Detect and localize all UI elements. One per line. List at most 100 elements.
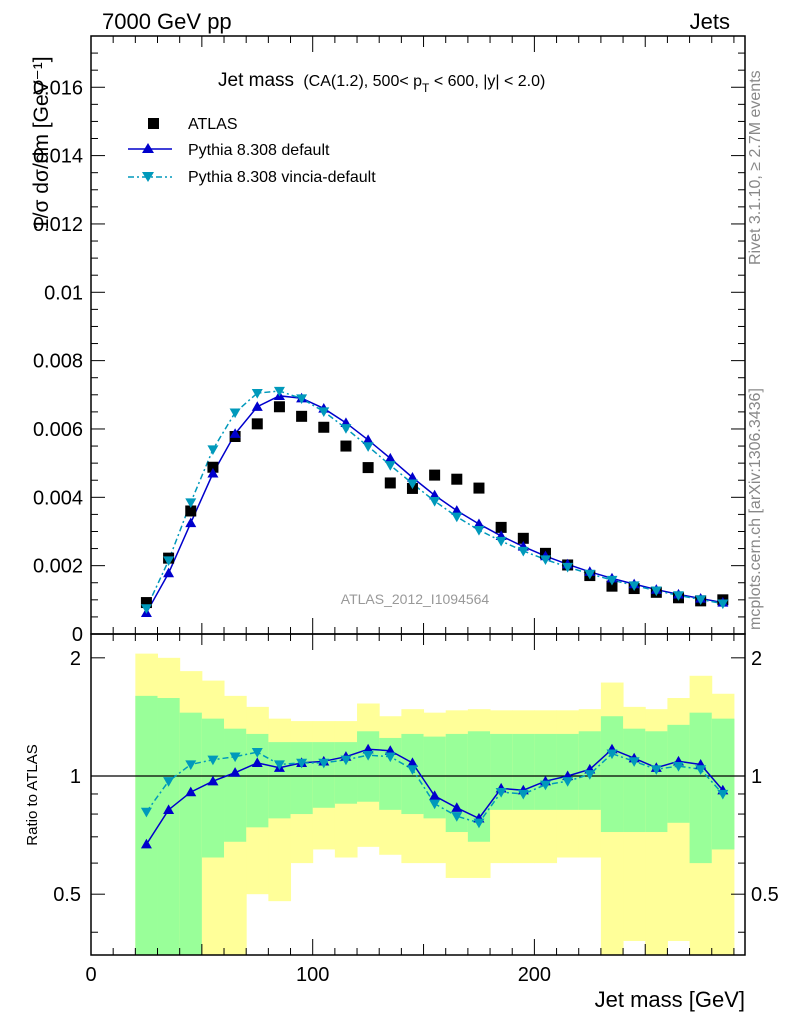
- data-point-pythia-default: [473, 518, 485, 529]
- ratio-point-pythia-vincia: [207, 755, 219, 766]
- uncertainty-band-inner: [423, 736, 447, 819]
- x-tick-label: 0: [85, 964, 96, 986]
- data-point-pythia-vincia: [606, 575, 618, 586]
- data-point-pythia-vincia: [650, 586, 662, 597]
- main-y-tick-label: 0.008: [33, 351, 83, 373]
- ratio-y-tick-label-right: 0.5: [751, 884, 779, 906]
- main-plot-panel: 0 0.002 0.004 0.006 0.008 0.01 0.012 0.014 0.016…: [30, 35, 746, 646]
- data-point-pythia-vincia: [539, 555, 551, 566]
- mcplots-info-label: mcplots.cern.ch [arXiv:1306.3436]: [747, 388, 764, 630]
- ratio-point-pythia-vincia: [429, 799, 441, 810]
- ratio-point-pythia-default: [406, 757, 418, 768]
- data-point-pythia-vincia: [584, 569, 596, 580]
- data-point-pythia-vincia: [384, 461, 396, 471]
- ratio-point-pythia-vincia: [717, 789, 729, 800]
- ratio-point-pythia-default: [251, 757, 263, 768]
- ratio-point-pythia-default: [140, 838, 152, 849]
- data-point-atlas: [207, 461, 219, 473]
- data-point-pythia-vincia: [362, 442, 374, 452]
- x-axis: 0 100 200: [85, 634, 735, 986]
- data-point-pythia-vincia: [717, 599, 729, 610]
- ratio-y-tick-label-right: 1: [751, 766, 762, 788]
- ratio-point-pythia-vincia: [606, 749, 618, 760]
- rivet-info-label: Rivet 3.1.10, ≥ 2.7M events: [747, 70, 764, 265]
- data-point-pythia-vincia: [628, 581, 640, 591]
- data-point-pythia-vincia: [495, 536, 507, 547]
- data-point-pythia-default: [362, 434, 374, 445]
- ratio-point-pythia-default: [163, 804, 175, 814]
- data-point-pythia-default: [207, 467, 219, 478]
- ratio-plot-panel: 0.5 0.5 1 1 2 2 0 100 200 Ratio to ATLAS Jet ma…: [24, 633, 779, 1012]
- uncertainty-band-inner: [667, 724, 691, 823]
- data-point-atlas: [429, 469, 441, 481]
- data-point-pythia-vincia: [695, 595, 707, 605]
- data-point-pythia-vincia: [296, 394, 308, 405]
- ratio-point-pythia-default: [207, 775, 219, 786]
- ratio-y-axis-label: Ratio to ATLAS: [24, 744, 41, 845]
- main-x-ticks: [90, 36, 735, 634]
- ratio-point-pythia-vincia: [251, 748, 263, 758]
- data-point-pythia-vincia: [473, 525, 485, 536]
- x-tick-label: 100: [296, 964, 329, 986]
- main-y-tick-label: 0.01: [44, 282, 83, 304]
- ratio-point-pythia-vincia: [650, 765, 662, 775]
- header-category-label: Jets: [690, 9, 730, 34]
- ratio-point-pythia-vincia: [628, 757, 640, 767]
- ratio-plot-frame: [90, 633, 746, 956]
- data-point-pythia-default: [229, 428, 241, 438]
- ratio-point-pythia-vincia: [517, 789, 529, 800]
- uncertainty-band-inner: [445, 733, 469, 833]
- ratio-point-pythia-vincia: [672, 761, 684, 772]
- ratio-point-pythia-vincia: [318, 758, 330, 769]
- ratio-point-pythia-vincia: [495, 787, 507, 798]
- ratio-point-pythia-default: [185, 786, 197, 797]
- ratio-point-pythia-vincia: [695, 765, 707, 775]
- uncertainty-band-inner: [268, 742, 292, 819]
- data-point-atlas: [318, 421, 330, 433]
- plot-title-subscript: T: [422, 81, 430, 95]
- main-y-tick-label: 0.016: [33, 77, 83, 99]
- legend-marker-vincia: [142, 172, 154, 182]
- main-y-tick-label: 0.014: [33, 146, 83, 168]
- ratio-point-pythia-vincia: [451, 812, 463, 822]
- data-point-pythia-vincia: [251, 388, 263, 399]
- ratio-point-pythia-default: [451, 802, 463, 812]
- main-y-tick-label: 0.006: [33, 419, 83, 441]
- data-point-atlas: [495, 521, 507, 533]
- data-point-pythia-vincia: [429, 496, 441, 507]
- ratio-point-pythia-vincia: [229, 752, 241, 763]
- data-point-pythia-vincia: [406, 479, 418, 490]
- uncertainty-band-inner: [600, 716, 624, 833]
- data-point-atlas: [606, 580, 618, 592]
- uncertainty-band-inner: [157, 698, 181, 955]
- data-point-pythia-vincia: [185, 498, 197, 508]
- header-energy-label: 7000 GeV pp: [102, 9, 232, 34]
- plot-title-prefix: (CA(1.2), 500< p: [303, 73, 422, 90]
- uncertainty-band-inner: [711, 718, 735, 850]
- data-point-pythia-vincia: [207, 445, 219, 455]
- legend-marker-default: [142, 143, 154, 153]
- ratio-uncertainty-bands: [135, 653, 735, 955]
- main-y-tick-label: 0.012: [33, 214, 83, 236]
- uncertainty-band-inner: [645, 731, 668, 833]
- ratio-point-pythia-default: [429, 790, 441, 801]
- ratio-point-pythia-vincia: [539, 780, 551, 791]
- uncertainty-band-inner: [179, 712, 203, 955]
- uncertainty-band-inner: [246, 733, 269, 828]
- ratio-point-pythia-vincia: [584, 770, 596, 780]
- uncertainty-band-inner: [689, 712, 713, 864]
- ratio-point-pythia-vincia: [406, 765, 418, 775]
- ratio-point-pythia-vincia: [296, 758, 308, 769]
- uncertainty-band-inner: [290, 742, 314, 815]
- ratio-point-pythia-default: [362, 743, 374, 754]
- data-point-pythia-vincia: [229, 408, 241, 419]
- data-point-atlas: [185, 505, 197, 517]
- ratio-point-pythia-vincia: [163, 777, 175, 787]
- legend-label-atlas: ATLAS: [188, 116, 238, 133]
- uncertainty-band-inner: [201, 718, 225, 858]
- main-y-tick-label: 0.004: [33, 487, 83, 509]
- data-point-pythia-vincia: [318, 407, 330, 418]
- uncertainty-band-inner: [312, 742, 336, 808]
- data-point-pythia-vincia: [517, 546, 529, 557]
